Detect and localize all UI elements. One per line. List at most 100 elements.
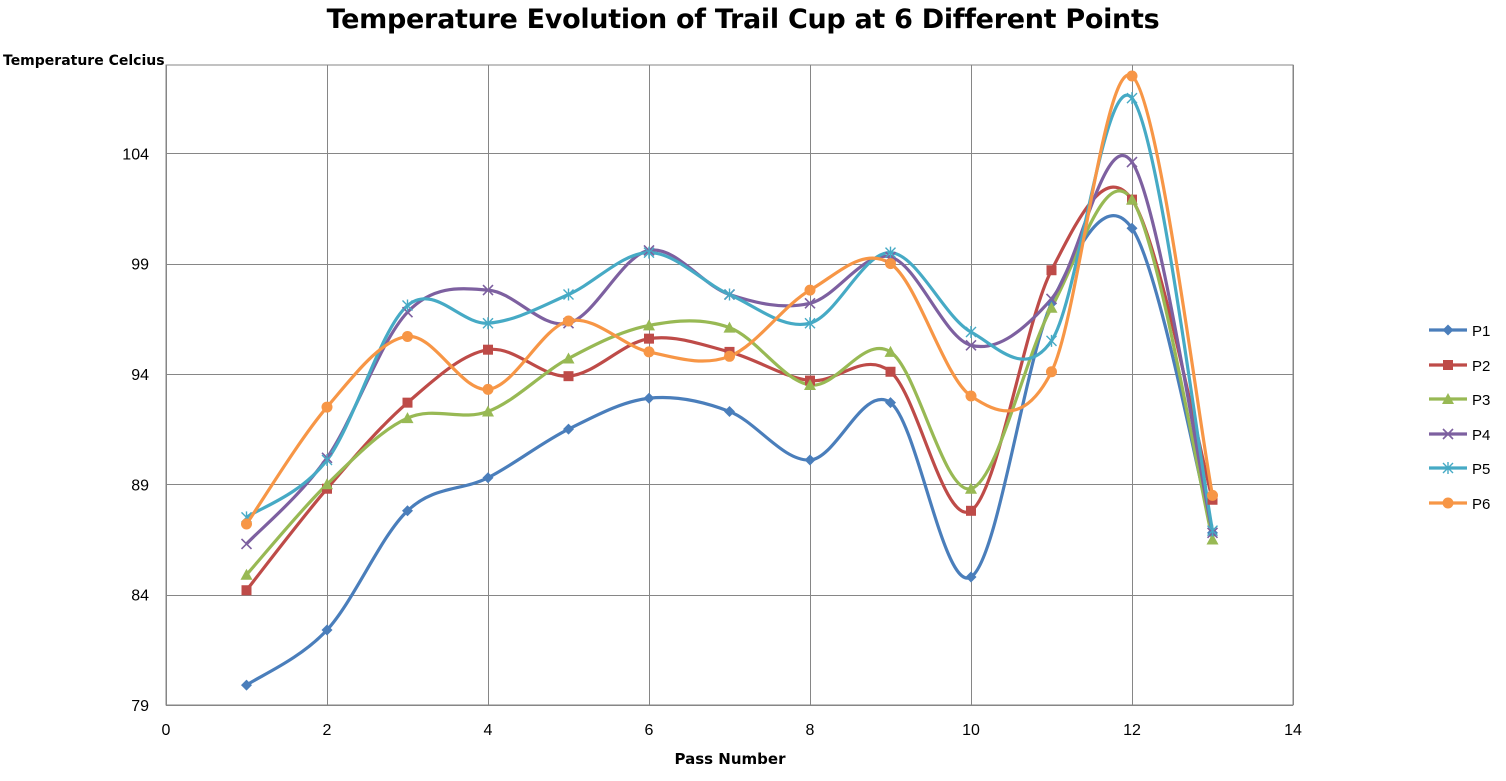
- legend-label: P3: [1472, 392, 1491, 409]
- data-point-p2: [402, 397, 413, 408]
- x-tick-label: 12: [1123, 722, 1141, 739]
- data-point-p6: [482, 383, 494, 395]
- legend-swatch: [1429, 462, 1467, 474]
- x-tick-label: 2: [323, 722, 332, 739]
- data-point-p1: [1126, 222, 1138, 234]
- y-tick-label: 104: [122, 146, 149, 163]
- legend-label: P1: [1472, 323, 1491, 340]
- data-point-p6: [321, 401, 333, 413]
- legend-swatch: [1429, 497, 1467, 508]
- data-point-p6: [563, 315, 574, 327]
- series-line-p1: [245, 214, 1215, 687]
- series-markers-p3: [240, 193, 1219, 580]
- x-tick-label: 4: [484, 722, 493, 739]
- data-point-p6: [885, 258, 896, 270]
- data-point-p3: [723, 321, 736, 333]
- data-point-p6: [1126, 70, 1138, 82]
- data-point-p3: [965, 482, 977, 494]
- series-line-p6: [245, 73, 1215, 525]
- y-axis-title: Temperature Celcius: [3, 53, 165, 69]
- series-line-p3: [245, 189, 1215, 576]
- data-point-p5: [885, 246, 896, 259]
- data-point-p5: [1046, 334, 1057, 347]
- data-point-p3: [1206, 533, 1219, 545]
- data-point-p1: [804, 454, 816, 466]
- data-point-p3: [321, 478, 333, 490]
- data-point-p5: [1207, 524, 1218, 537]
- data-point-p6: [402, 330, 413, 342]
- data-point-p1: [241, 679, 252, 691]
- chart-title: Temperature Evolution of Trail Cup at 6 …: [326, 4, 1160, 35]
- legend-label: P4: [1472, 426, 1491, 444]
- series-lines: [245, 73, 1215, 687]
- legend-swatch: [1429, 324, 1467, 336]
- data-point-p1: [402, 505, 413, 517]
- legend-label: P2: [1472, 357, 1491, 375]
- data-point-p1: [563, 423, 574, 435]
- data-point-p1: [643, 392, 655, 404]
- y-tick-label: 79: [131, 698, 149, 715]
- data-point-p1: [321, 624, 333, 636]
- data-point-p3: [562, 352, 575, 364]
- x-tick-label: 6: [645, 722, 654, 739]
- series-markers-p6: [241, 70, 1218, 530]
- data-point-p5: [402, 299, 413, 312]
- data-point-p5: [563, 288, 574, 301]
- data-point-p5: [1126, 92, 1138, 105]
- data-point-p2: [563, 371, 574, 382]
- legend-swatch: [1429, 359, 1467, 370]
- legend-marker: [1442, 462, 1454, 474]
- legend-swatch: [1429, 393, 1467, 404]
- data-point-p1: [482, 472, 494, 484]
- data-point-p1: [885, 397, 896, 409]
- x-axis-title: Pass Number: [674, 750, 786, 768]
- data-point-p1: [965, 571, 977, 583]
- data-point-p4: [965, 339, 977, 351]
- x-tick-label: 8: [806, 722, 815, 739]
- data-point-p2: [241, 585, 252, 596]
- legend-marker: [1442, 393, 1454, 404]
- data-point-p2: [885, 366, 896, 377]
- legend-label: P5: [1472, 461, 1491, 478]
- data-point-p6: [643, 346, 655, 358]
- series-markers-p5: [241, 92, 1218, 537]
- data-point-p6: [965, 390, 977, 402]
- gridlines: [165, 64, 1294, 706]
- legend-marker: [1442, 324, 1454, 336]
- data-point-p2: [1046, 265, 1057, 276]
- series-markers: [240, 70, 1219, 691]
- data-point-p6: [804, 284, 816, 296]
- data-point-p4: [240, 538, 253, 550]
- data-point-p5: [965, 326, 977, 339]
- y-tick-label: 84: [131, 588, 149, 605]
- data-point-p5: [321, 454, 333, 467]
- y-tick-label: 89: [131, 477, 149, 494]
- data-point-p3: [1045, 301, 1058, 313]
- data-point-p4: [482, 284, 494, 296]
- data-point-p5: [482, 317, 494, 330]
- data-point-p1: [724, 405, 735, 417]
- data-point-p5: [724, 288, 735, 301]
- data-point-p4: [1126, 156, 1138, 168]
- x-tick-label: 10: [962, 722, 980, 739]
- data-point-p4: [1045, 293, 1058, 305]
- data-point-p3: [804, 379, 816, 390]
- tick-labels: 0 2 4 6 8 10 12 14 79 84 89 94 99 104: [122, 146, 1302, 739]
- data-point-p6: [1046, 366, 1057, 378]
- legend-swatch: [1429, 427, 1467, 440]
- data-point-p6: [241, 518, 252, 530]
- data-point-p5: [643, 246, 655, 259]
- data-point-p6: [1207, 489, 1218, 501]
- data-point-p2: [966, 505, 976, 516]
- x-tick-label: 0: [162, 722, 171, 739]
- data-point-p3: [240, 568, 253, 580]
- data-point-p6: [724, 350, 735, 362]
- legend-marker: [1443, 359, 1453, 370]
- plot-border: [165, 64, 1294, 706]
- legend-marker: [1442, 427, 1454, 440]
- data-point-p3: [643, 319, 655, 331]
- plot-area: 0 2 4 6 8 10 12 14 79 84 89 94 99 104: [122, 64, 1302, 739]
- data-point-p3: [482, 405, 494, 417]
- data-point-p3: [1126, 193, 1138, 205]
- legend-label: P6: [1472, 495, 1491, 513]
